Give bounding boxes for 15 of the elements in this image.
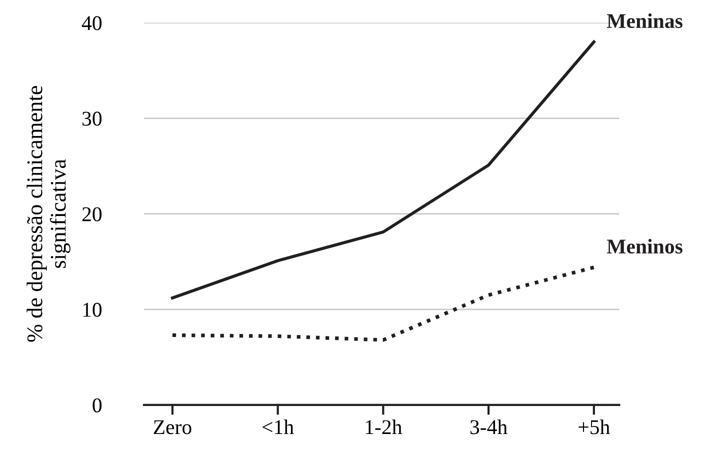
y-tick-label: 20 (82, 207, 102, 222)
x-tick-label: +5h (578, 420, 610, 434)
x-tick-label: <1h (262, 420, 294, 434)
line-series (170, 40, 596, 300)
series-label: Meninos (606, 238, 682, 254)
x-tick-label: Zero (154, 420, 192, 434)
x-tick-label: 1-2h (366, 420, 402, 434)
series-label: Meninas (606, 13, 682, 28)
y-tick-label: 30 (82, 112, 102, 126)
y-axis-title: % de depressão clinicamente significativa (26, 86, 70, 342)
x-tick-label: 3-4h (470, 420, 508, 434)
y-tick-label: 0 (92, 398, 102, 412)
y-tick-label: 10 (83, 302, 102, 317)
y-tick-label: 40 (82, 16, 102, 30)
line-series (170, 266, 596, 342)
